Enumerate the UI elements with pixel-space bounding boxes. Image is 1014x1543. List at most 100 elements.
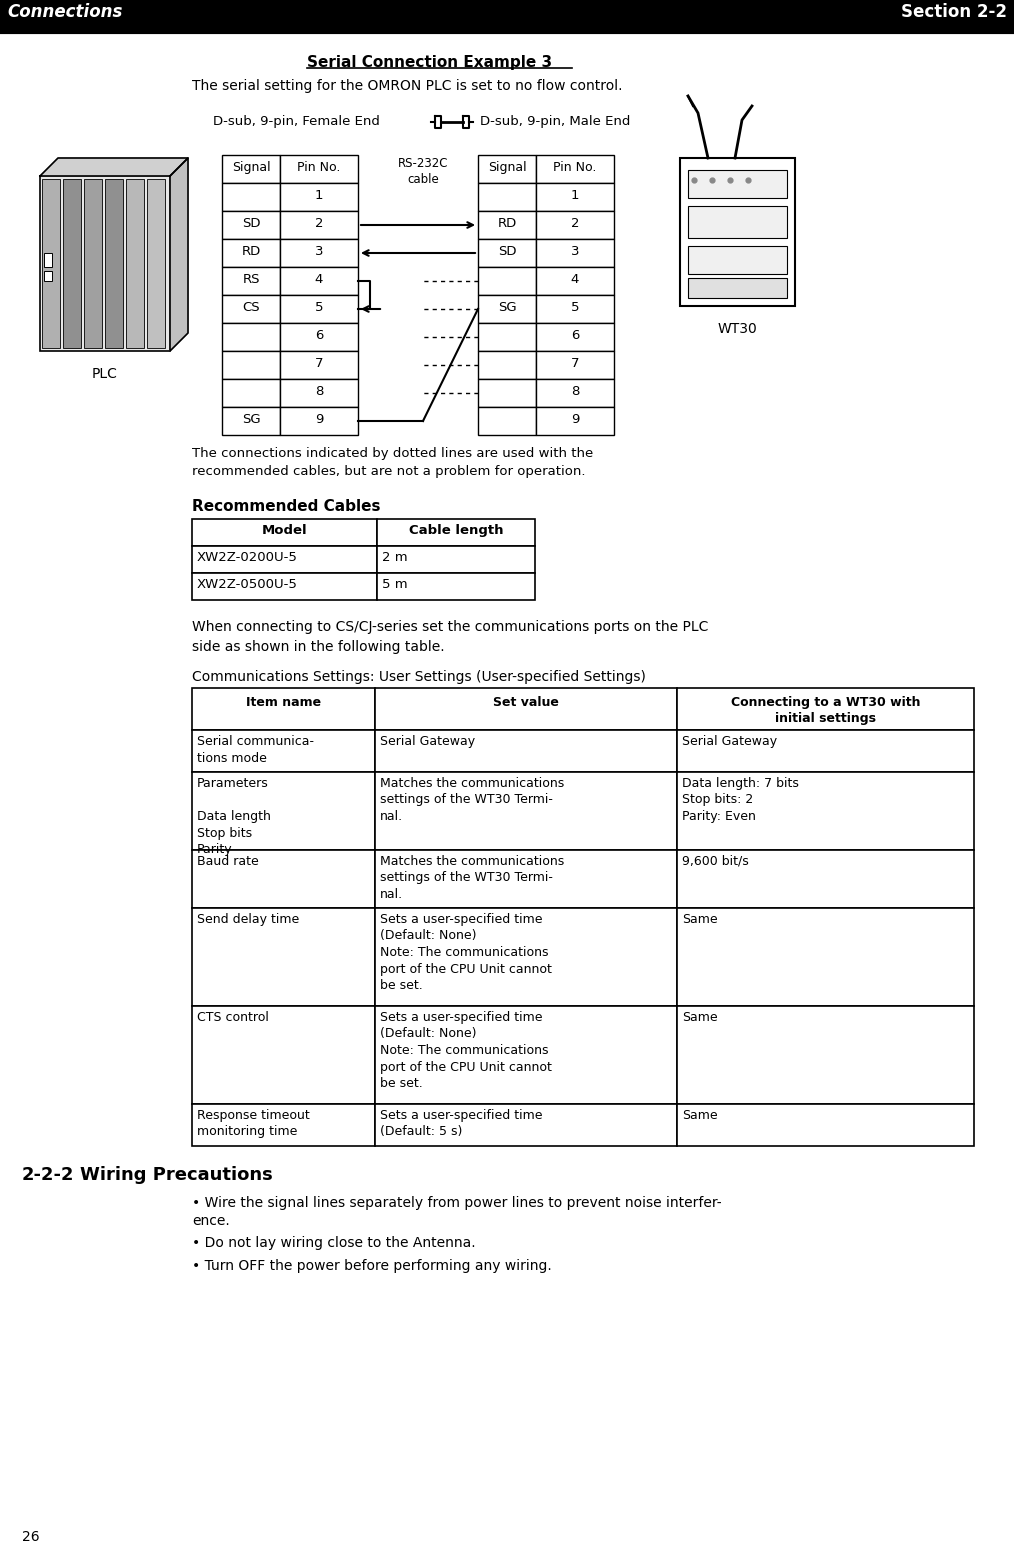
Bar (147, 179, 165, 349)
Text: When connecting to CS/CJ-series set the communications ports on the PLC
side as : When connecting to CS/CJ-series set the … (192, 620, 709, 654)
Text: Item name: Item name (246, 696, 321, 708)
Bar (478, 322, 536, 350)
Bar (677, 772, 974, 850)
Text: Same: Same (682, 1011, 718, 1025)
Bar (536, 184, 614, 211)
Text: CS: CS (242, 301, 260, 313)
Text: Matches the communications
settings of the WT30 Termi-
nal.: Matches the communications settings of t… (380, 778, 564, 822)
Bar (677, 730, 974, 772)
Bar (536, 380, 614, 407)
Bar (192, 772, 375, 850)
Bar (536, 350, 614, 380)
Text: 1: 1 (314, 188, 323, 202)
Bar (280, 295, 358, 322)
Bar (280, 211, 358, 239)
Bar (536, 239, 614, 267)
Text: Same: Same (682, 1109, 718, 1122)
Bar (689, 245, 787, 275)
Bar (280, 184, 358, 211)
Bar (478, 350, 536, 380)
Text: Serial Gateway: Serial Gateway (380, 734, 476, 748)
Bar (63, 179, 81, 349)
Text: SD: SD (498, 245, 516, 258)
Bar (478, 295, 536, 322)
Bar (375, 772, 677, 850)
Text: SD: SD (241, 218, 261, 230)
Text: 1: 1 (571, 188, 579, 202)
Bar (677, 688, 974, 730)
Text: • Turn OFF the power before performing any wiring.: • Turn OFF the power before performing a… (192, 1259, 552, 1273)
Text: Serial communica-
tions mode: Serial communica- tions mode (197, 734, 314, 764)
Text: Signal: Signal (231, 160, 271, 174)
Text: 9,600 bit/s: 9,600 bit/s (682, 855, 748, 869)
Text: XW2Z-0200U-5: XW2Z-0200U-5 (197, 551, 298, 565)
Bar (222, 350, 280, 380)
Bar (192, 730, 375, 772)
Bar (222, 322, 280, 350)
Text: Set value: Set value (493, 696, 559, 708)
Text: 8: 8 (314, 386, 323, 398)
Bar (280, 407, 358, 435)
Bar (280, 350, 358, 380)
Bar (375, 1006, 677, 1103)
Bar (222, 295, 280, 322)
Bar (478, 184, 536, 211)
Text: Data length: 7 bits
Stop bits: 2
Parity: Even: Data length: 7 bits Stop bits: 2 Parity:… (682, 778, 799, 822)
Text: CTS control: CTS control (197, 1011, 269, 1025)
Bar (478, 154, 536, 184)
Text: PLC: PLC (92, 367, 118, 381)
Text: 5: 5 (571, 301, 579, 313)
Text: D-sub, 9-pin, Female End: D-sub, 9-pin, Female End (213, 116, 380, 128)
Polygon shape (170, 157, 188, 350)
Text: Sets a user-specified time
(Default: None)
Note: The communications
port of the : Sets a user-specified time (Default: Non… (380, 1011, 552, 1089)
Text: Cable length: Cable length (409, 525, 503, 537)
Bar (192, 850, 375, 907)
Bar (677, 907, 974, 1006)
Text: 5: 5 (314, 301, 323, 313)
Text: 4: 4 (571, 273, 579, 285)
Bar (192, 1103, 375, 1146)
Bar (192, 907, 375, 1006)
Bar (536, 407, 614, 435)
Bar (536, 154, 614, 184)
Text: Serial Connection Example 3: Serial Connection Example 3 (307, 56, 553, 69)
Bar (478, 239, 536, 267)
Bar (192, 546, 377, 572)
Text: XW2Z-0500U-5: XW2Z-0500U-5 (197, 579, 298, 591)
Bar (677, 1103, 974, 1146)
Bar (222, 154, 280, 184)
Text: 4: 4 (314, 273, 323, 285)
Bar (192, 572, 377, 600)
Bar (478, 211, 536, 239)
Bar (478, 407, 536, 435)
Bar (478, 267, 536, 295)
Text: RD: RD (241, 245, 261, 258)
Text: Baud rate: Baud rate (197, 855, 259, 869)
Bar (536, 267, 614, 295)
Text: Wiring Precautions: Wiring Precautions (80, 1167, 273, 1183)
Bar (84, 179, 102, 349)
Text: Same: Same (682, 913, 718, 926)
Text: 2-2-2: 2-2-2 (22, 1167, 74, 1183)
Bar (192, 1006, 375, 1103)
Bar (222, 184, 280, 211)
Text: 7: 7 (314, 356, 323, 370)
Bar (44, 253, 52, 267)
Text: 2: 2 (571, 218, 579, 230)
Bar (689, 207, 787, 238)
Text: 3: 3 (314, 245, 323, 258)
Bar (40, 176, 170, 350)
Text: The connections indicated by dotted lines are used with the
recommended cables, : The connections indicated by dotted line… (192, 447, 593, 478)
Text: 3: 3 (571, 245, 579, 258)
Text: • Wire the signal lines separately from power lines to prevent noise interfer-
e: • Wire the signal lines separately from … (192, 1196, 722, 1228)
Text: Signal: Signal (488, 160, 526, 174)
Text: 6: 6 (571, 329, 579, 343)
Bar (192, 688, 375, 730)
Text: SG: SG (241, 414, 261, 426)
Text: Section 2-2: Section 2-2 (901, 3, 1007, 22)
Text: D-sub, 9-pin, Male End: D-sub, 9-pin, Male End (480, 116, 631, 128)
Bar (280, 322, 358, 350)
Text: Serial Gateway: Serial Gateway (682, 734, 777, 748)
Text: • Do not lay wiring close to the Antenna.: • Do not lay wiring close to the Antenna… (192, 1236, 476, 1250)
Bar (0, 0, 1014, 32)
